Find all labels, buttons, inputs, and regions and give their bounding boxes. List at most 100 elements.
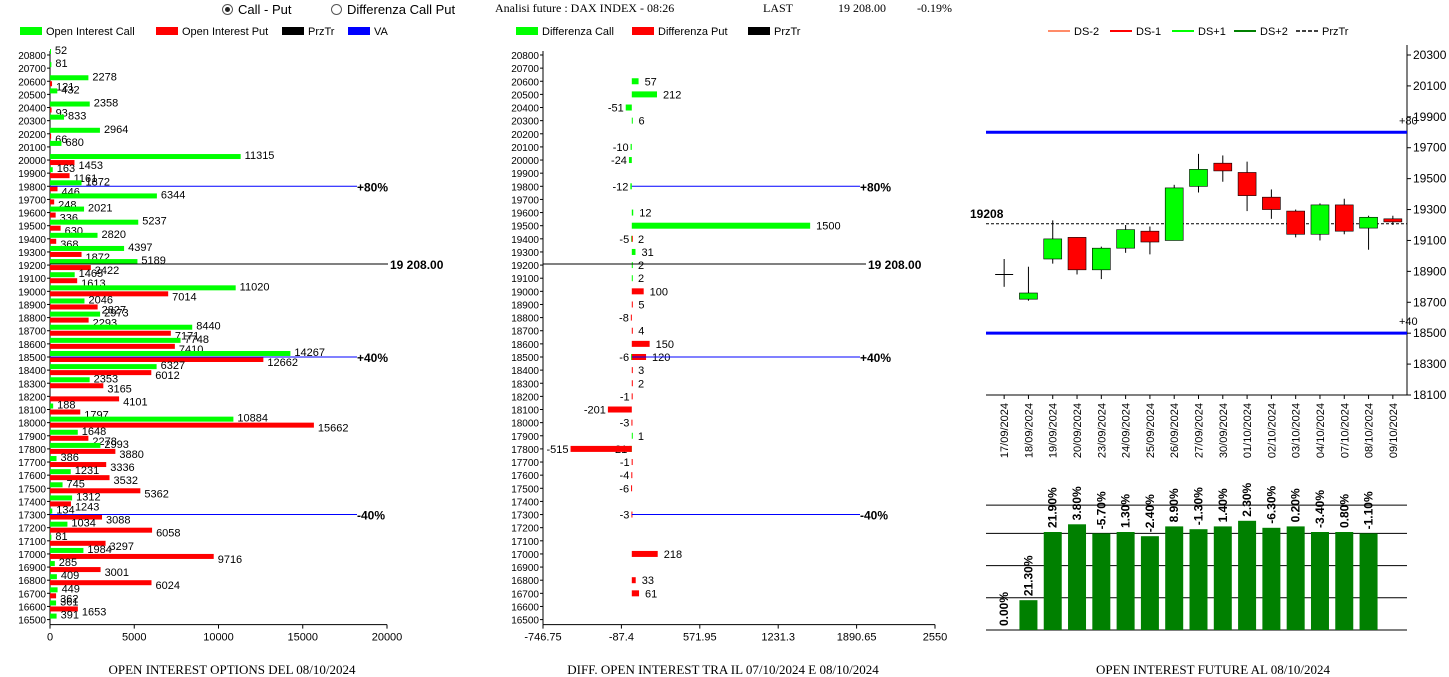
diff-put-value: 2: [638, 378, 644, 390]
candle-body: [1043, 238, 1063, 260]
diff-strike-label: 18200: [511, 392, 539, 403]
oi-call-bar: [50, 88, 58, 94]
oi-strike-label: 20500: [18, 90, 46, 101]
diff-strike-label: 17900: [511, 432, 539, 443]
oi-strike-label: 20200: [18, 130, 46, 141]
oi-call-bar: [50, 350, 291, 356]
diff-strike-label: 20100: [511, 143, 539, 154]
diff-put-bar: [631, 590, 640, 597]
oi-strike-label: 17000: [18, 550, 46, 561]
diff-put-value: 33: [642, 575, 654, 587]
oi-strike-label: 17400: [18, 497, 46, 508]
radio-call-put-label: Call - Put: [238, 2, 292, 17]
future-bar: [1262, 527, 1281, 630]
diff-put-bar: [631, 419, 633, 426]
diff-put-bar: [570, 445, 632, 452]
oi-put-bar: [50, 251, 82, 257]
oi-call-bar: [50, 324, 193, 330]
change-value: -0.19%: [917, 1, 952, 15]
oi-call-bar: [50, 561, 55, 567]
future-bar: [1238, 520, 1257, 630]
oi-put-value: 1453: [78, 160, 102, 172]
oi-put-value: 6024: [156, 580, 180, 592]
oi-call-bar: [50, 101, 90, 107]
diff-strike-label: 17700: [511, 458, 539, 469]
oi-call-value: 2046: [88, 294, 112, 306]
future-bar-label: -6.30%: [1264, 485, 1278, 523]
candle-date-label: 27/09/2024: [1194, 403, 1206, 458]
candle-body: [1067, 237, 1087, 271]
candle-date-label: 17/09/2024: [999, 403, 1011, 458]
oi-strike-label: 18800: [18, 314, 46, 325]
diff-strike-label: 20600: [511, 77, 539, 88]
diff-put-value: 4: [638, 326, 644, 338]
oi-call-value: 8440: [196, 321, 220, 333]
legend-swatch: [748, 27, 770, 35]
diff-strike-label: 17400: [511, 497, 539, 508]
oi-put-bar: [50, 567, 101, 573]
diff-strike-label: 16900: [511, 563, 539, 574]
diff-strike-label: 17300: [511, 511, 539, 522]
future-bar: [1019, 600, 1038, 630]
oi-x-tick-label: 20000: [372, 632, 403, 644]
oi-strike-label: 16900: [18, 563, 46, 574]
oi-call-bar: [50, 154, 241, 160]
candle-body: [1262, 196, 1281, 210]
candle-legend-label-4: PrzTr: [1322, 26, 1349, 38]
oi-put-bar: [50, 435, 89, 441]
oi-strike-label: 19200: [18, 261, 46, 272]
diff-put-value: 120: [652, 352, 670, 364]
oi-call-bar: [50, 521, 68, 527]
oi-strike-label: 20100: [18, 143, 46, 154]
future-bar-label: 3.80%: [1070, 486, 1084, 520]
oi-call-value: 81: [55, 58, 67, 70]
candle-body: [1334, 204, 1354, 232]
diff-strike-label: 18000: [511, 419, 539, 430]
oi-strike-label: 17500: [18, 484, 46, 495]
oi-call-value: 1465: [79, 268, 103, 280]
oi-call-value: 6327: [161, 360, 185, 372]
oi-put-bar: [50, 527, 153, 533]
oi-put-bar: [50, 580, 152, 586]
oi-legend-label-1: Open Interest Put: [182, 26, 268, 38]
candle-body: [1359, 216, 1378, 229]
diff-call-bar: [631, 262, 633, 269]
oi-call-value: 745: [67, 478, 85, 490]
oi-call-value: 5189: [141, 255, 165, 267]
diff-call-value: -24: [611, 155, 627, 167]
radio-differenza[interactable]: Differenza Call Put: [331, 2, 455, 17]
diff-call-bar: [631, 432, 633, 439]
candle-date-label: 30/09/2024: [1218, 403, 1230, 458]
oi-put-bar: [50, 343, 175, 349]
diff-strike-label: 19000: [511, 287, 539, 298]
future-bar-label: 1.40%: [1216, 488, 1230, 522]
diff-strike-label: 17200: [511, 524, 539, 535]
diff-va-label: -40%: [860, 509, 888, 523]
candle-y-tick-label: 18500: [1413, 326, 1447, 340]
oi-strike-label: 20800: [18, 51, 46, 62]
oi-strike-label: 19900: [18, 169, 46, 180]
oi-strike-label: 16800: [18, 576, 46, 587]
radio-call-put[interactable]: Call - Put: [222, 2, 291, 17]
future-bar: [1359, 533, 1378, 630]
diff-call-bar: [625, 104, 632, 111]
future-bar-label: -1.30%: [1192, 487, 1206, 525]
diff-x-tick-label: 2550: [923, 632, 947, 644]
oi-call-value: 285: [59, 557, 77, 569]
oi-strike-label: 20300: [18, 117, 46, 128]
oi-put-bar: [50, 317, 89, 323]
oi-call-value: 1984: [87, 544, 111, 556]
candle-prztr-label: 19208: [970, 207, 1004, 221]
oi-call-bar: [50, 442, 101, 448]
diff-strike-label: 19800: [511, 182, 539, 193]
oi-strike-label: 20400: [18, 104, 46, 115]
oi-strike-label: 16500: [18, 616, 46, 627]
oi-put-value: 6058: [156, 528, 180, 540]
oi-call-value: 52: [55, 45, 67, 57]
candle-legend-label-1: DS-1: [1136, 26, 1161, 38]
future-bar: [1092, 533, 1111, 630]
oi-put-bar: [50, 291, 169, 297]
diff-x-tick-label: 571.95: [683, 632, 717, 644]
oi-put-bar: [50, 304, 98, 310]
oi-put-bar: [50, 553, 214, 559]
